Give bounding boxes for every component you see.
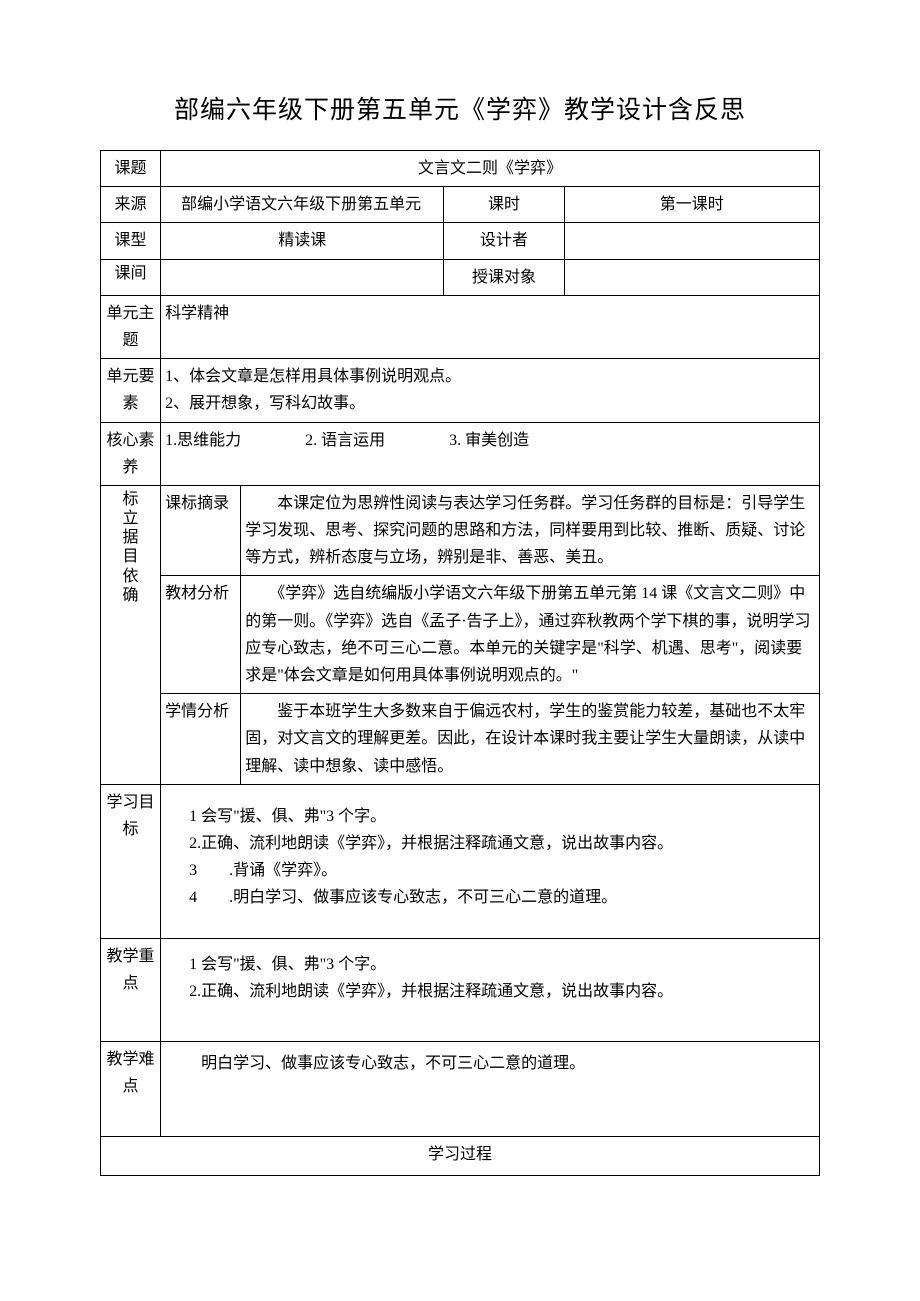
table-row: 学习目标 1 会写"援、俱、弗"3 个字。 2.正确、流利地朗读《学弈》，并根据… <box>101 784 820 938</box>
page-title: 部编六年级下册第五单元《学弈》教学设计含反思 <box>100 90 820 126</box>
label-audience: 授课对象 <box>444 259 564 295</box>
basis-char: 标 <box>123 491 139 508</box>
table-row: 单元主题 科学精神 <box>101 295 820 358</box>
keypoint-value: 1 会写"援、俱、弗"3 个字。 2.正确、流利地朗读《学弈》，并根据注释疏通文… <box>161 938 820 1041</box>
std-excerpt-value: 本课定位为思辨性阅读与表达学习任务群。学习任务群的目标是：引导学生学习发现、思考… <box>241 485 820 576</box>
table-row: 学习过程 <box>101 1137 820 1176</box>
table-row: 来源 部编小学语文六年级下册第五单元 课时 第一课时 <box>101 187 820 223</box>
basis-char: 目 <box>123 548 139 565</box>
label-std-excerpt: 课标摘录 <box>161 485 241 576</box>
label-keypoint-text: 教学重点 <box>107 948 155 992</box>
audience-value <box>564 259 819 295</box>
time-value <box>161 259 444 295</box>
label-goals-text: 学习目标 <box>107 794 155 838</box>
table-row: 课间 授课对象 <box>101 259 820 295</box>
table-row: 教材分析 《学弈》选自统编版小学语文六年级下册第五单元第 14 课《文言文二则》… <box>101 576 820 694</box>
table-row: 标 立 据 目 依 确 课标摘录 本课定位为思辨性阅读与表达学习任务群。学习任务… <box>101 485 820 576</box>
label-core: 核心素养 <box>101 422 161 485</box>
basis-char: 立 <box>123 510 139 527</box>
keypoint-item: 1 会写"援、俱、弗"3 个字。 <box>189 951 815 978</box>
label-unit-theme: 单元主题 <box>101 295 161 358</box>
table-row: 核心素养 1.思维能力 2. 语言运用 3. 审美创造 <box>101 422 820 485</box>
type-value: 精读课 <box>161 223 444 259</box>
table-row: 单元要素 1、体会文章是怎样用具体事例说明观点。 2、展开想象，写科幻故事。 <box>101 359 820 422</box>
label-time: 课间 <box>101 259 161 295</box>
topic-value: 文言文二则《学弈》 <box>161 151 820 187</box>
label-unit-element-text: 单元要素 <box>107 368 155 412</box>
label-period: 课时 <box>444 187 564 223</box>
basis-char: 据 <box>123 529 139 546</box>
label-type: 课型 <box>101 223 161 259</box>
label-keypoint: 教学重点 <box>101 938 161 1041</box>
goal-item: 2.正确、流利地朗读《学弈》，并根据注释疏通文意，说出故事内容。 <box>189 830 815 857</box>
label-text-analysis: 教材分析 <box>161 576 241 694</box>
designer-value <box>564 223 819 259</box>
unit-theme-value: 科学精神 <box>161 295 820 358</box>
goal-item: 4 .明白学习、做事应该专心致志，不可三心二意的道理。 <box>189 884 815 911</box>
goal-item: 1 会写"援、俱、弗"3 个字。 <box>189 803 815 830</box>
basis-char: 依 <box>123 568 139 585</box>
label-core-text: 核心素养 <box>107 432 155 476</box>
label-difficulty: 教学难点 <box>101 1041 161 1136</box>
source-text: 部编小学语文六年级下册第五单元 <box>165 191 439 218</box>
goals-value: 1 会写"援、俱、弗"3 个字。 2.正确、流利地朗读《学弈》，并根据注释疏通文… <box>161 784 820 938</box>
label-difficulty-text: 教学难点 <box>107 1051 155 1095</box>
table-row: 教学难点 明白学习、做事应该专心致志，不可三心二意的道理。 <box>101 1041 820 1136</box>
period-value: 第一课时 <box>564 187 819 223</box>
table-row: 课题 文言文二则《学弈》 <box>101 151 820 187</box>
unit-element-value: 1、体会文章是怎样用具体事例说明观点。 2、展开想象，写科幻故事。 <box>161 359 820 422</box>
stu-analysis-value: 鉴于本班学生大多数来自于偏远农村，学生的鉴赏能力较差，基础也不太牢固，对文言文的… <box>241 694 820 785</box>
process-heading: 学习过程 <box>101 1137 820 1176</box>
table-row: 教学重点 1 会写"援、俱、弗"3 个字。 2.正确、流利地朗读《学弈》，并根据… <box>101 938 820 1041</box>
basis-char: 确 <box>123 587 139 604</box>
table-row: 学情分析 鉴于本班学生大多数来自于偏远农村，学生的鉴赏能力较差，基础也不太牢固，… <box>101 694 820 785</box>
label-source: 来源 <box>101 187 161 223</box>
label-unit-theme-text: 单元主题 <box>107 305 155 349</box>
difficulty-value: 明白学习、做事应该专心致志，不可三心二意的道理。 <box>161 1041 820 1136</box>
keypoint-item: 2.正确、流利地朗读《学弈》，并根据注释疏通文意，说出故事内容。 <box>189 978 815 1005</box>
label-topic: 课题 <box>101 151 161 187</box>
label-stu-analysis: 学情分析 <box>161 694 241 785</box>
goal-item: 3 .背诵《学弈》。 <box>189 857 815 884</box>
source-value: 部编小学语文六年级下册第五单元 <box>161 187 444 223</box>
lesson-plan-table: 课题 文言文二则《学弈》 来源 部编小学语文六年级下册第五单元 课时 第一课时 … <box>100 150 820 1176</box>
core-value: 1.思维能力 2. 语言运用 3. 审美创造 <box>161 422 820 485</box>
label-goals: 学习目标 <box>101 784 161 938</box>
label-basis-vertical: 标 立 据 目 依 确 <box>101 485 161 784</box>
table-row: 课型 精读课 设计者 <box>101 223 820 259</box>
label-designer: 设计者 <box>444 223 564 259</box>
label-time-text: 课间 <box>115 265 147 282</box>
label-unit-element: 单元要素 <box>101 359 161 422</box>
difficulty-text: 明白学习、做事应该专心致志，不可三心二意的道理。 <box>165 1046 815 1132</box>
text-analysis-value: 《学弈》选自统编版小学语文六年级下册第五单元第 14 课《文言文二则》中的第一则… <box>241 576 820 694</box>
